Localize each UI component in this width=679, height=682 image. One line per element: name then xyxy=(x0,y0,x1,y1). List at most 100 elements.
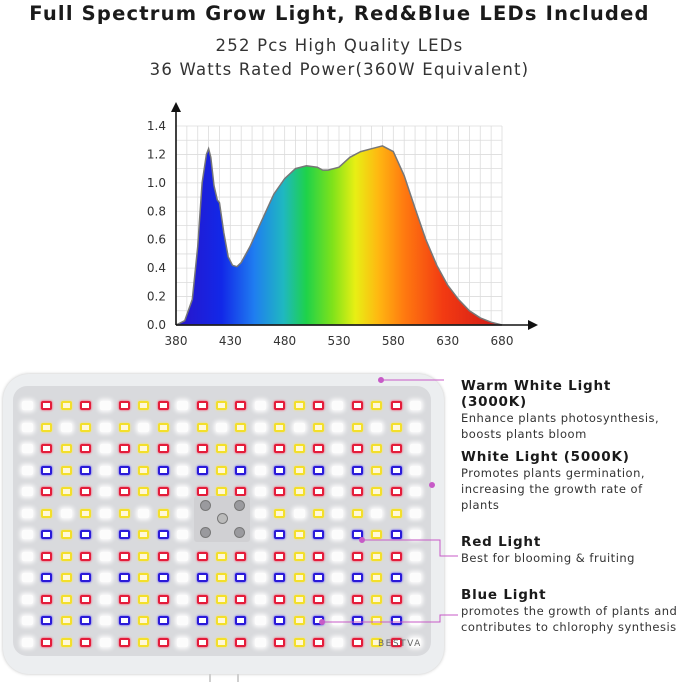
led-y xyxy=(216,401,227,410)
led-y xyxy=(60,465,72,475)
callout-title: White Light (5000K) xyxy=(461,449,630,465)
led-w xyxy=(332,594,344,604)
led-w xyxy=(254,616,266,625)
y-tick-label: 1.4 xyxy=(147,119,166,133)
y-tick-label: 0.6 xyxy=(147,233,166,247)
led-y xyxy=(41,422,53,432)
led-r xyxy=(351,401,363,410)
callout-title: Red Light xyxy=(461,534,542,550)
led-r xyxy=(41,401,53,410)
led-r xyxy=(351,594,363,604)
led-y xyxy=(216,573,227,582)
led-w xyxy=(22,465,33,475)
led-y xyxy=(371,551,383,561)
spectrum-chart: 380 430 480 530 580 630 680 0.0 0.2 0.4 0.6 0.8 1.0 1… xyxy=(147,102,538,348)
led-w xyxy=(22,444,33,453)
led-r xyxy=(274,401,286,410)
led-w xyxy=(410,465,421,475)
led-b xyxy=(274,530,286,539)
led-b xyxy=(351,530,363,539)
led-b xyxy=(196,616,208,625)
led-w xyxy=(99,401,111,410)
led-b xyxy=(313,616,324,625)
callout-warm-white: Warm White Light (3000K) Enhance plants … xyxy=(461,378,679,442)
led-y xyxy=(60,530,72,539)
led-w xyxy=(22,594,33,604)
led-r xyxy=(313,444,324,453)
led-b xyxy=(157,465,169,475)
led-r xyxy=(235,637,247,647)
led-r xyxy=(196,444,208,453)
led-y xyxy=(138,637,150,647)
led-w xyxy=(60,422,72,432)
led-w xyxy=(177,465,189,475)
panel-hub xyxy=(194,496,250,542)
led-w xyxy=(177,637,189,647)
led-w xyxy=(293,508,305,518)
led-w xyxy=(22,573,33,582)
led-b xyxy=(41,616,53,625)
led-w xyxy=(216,422,227,432)
led-r xyxy=(274,637,286,647)
led-y xyxy=(80,508,92,518)
led-b xyxy=(351,465,363,475)
led-y xyxy=(157,508,169,518)
led-w xyxy=(254,422,266,432)
led-w xyxy=(410,530,421,539)
led-w xyxy=(371,508,383,518)
led-w xyxy=(410,422,421,432)
x-tick-label: 680 xyxy=(491,334,514,348)
led-r xyxy=(41,551,53,561)
led-w xyxy=(99,594,111,604)
led-r xyxy=(157,594,169,604)
led-b xyxy=(196,465,208,475)
led-r xyxy=(274,594,286,604)
y-tick-label: 0.0 xyxy=(147,318,166,332)
callout-desc: Promotes plants germination, increasing … xyxy=(461,466,646,512)
led-y xyxy=(371,616,383,625)
led-b xyxy=(274,573,286,582)
led-r xyxy=(157,637,169,647)
led-w xyxy=(410,573,421,582)
led-b xyxy=(80,530,92,539)
led-b xyxy=(351,616,363,625)
led-w xyxy=(177,444,189,453)
led-y xyxy=(371,637,383,647)
led-y xyxy=(216,444,227,453)
led-w xyxy=(22,508,33,518)
led-b xyxy=(313,465,324,475)
led-y xyxy=(216,465,227,475)
page-title: Full Spectrum Grow Light, Red&Blue LEDs … xyxy=(29,2,650,25)
led-w xyxy=(177,594,189,604)
led-w xyxy=(254,551,266,561)
led-y xyxy=(293,573,305,582)
led-r xyxy=(80,637,92,647)
led-b xyxy=(80,465,92,475)
x-tick-label: 530 xyxy=(328,334,351,348)
callout-blue: Blue Light promotes the growth of plants… xyxy=(461,587,679,635)
led-w xyxy=(410,444,421,453)
led-y xyxy=(293,401,305,410)
led-w xyxy=(22,551,33,561)
stand-stem xyxy=(209,674,239,682)
led-r xyxy=(80,487,92,496)
led-r xyxy=(351,637,363,647)
led-b xyxy=(157,616,169,625)
led-r xyxy=(390,401,402,410)
led-y xyxy=(138,401,150,410)
led-b xyxy=(274,616,286,625)
x-tick-label: 480 xyxy=(273,334,296,348)
led-y xyxy=(371,573,383,582)
led-b xyxy=(80,616,92,625)
led-w xyxy=(332,422,344,432)
led-r xyxy=(235,594,247,604)
led-y xyxy=(119,422,130,432)
led-r xyxy=(119,594,130,604)
led-r xyxy=(80,551,92,561)
led-y xyxy=(293,444,305,453)
led-w xyxy=(254,594,266,604)
callout-title: Blue Light xyxy=(461,587,547,603)
led-w xyxy=(99,637,111,647)
led-w xyxy=(254,401,266,410)
screw-icon xyxy=(200,500,211,511)
